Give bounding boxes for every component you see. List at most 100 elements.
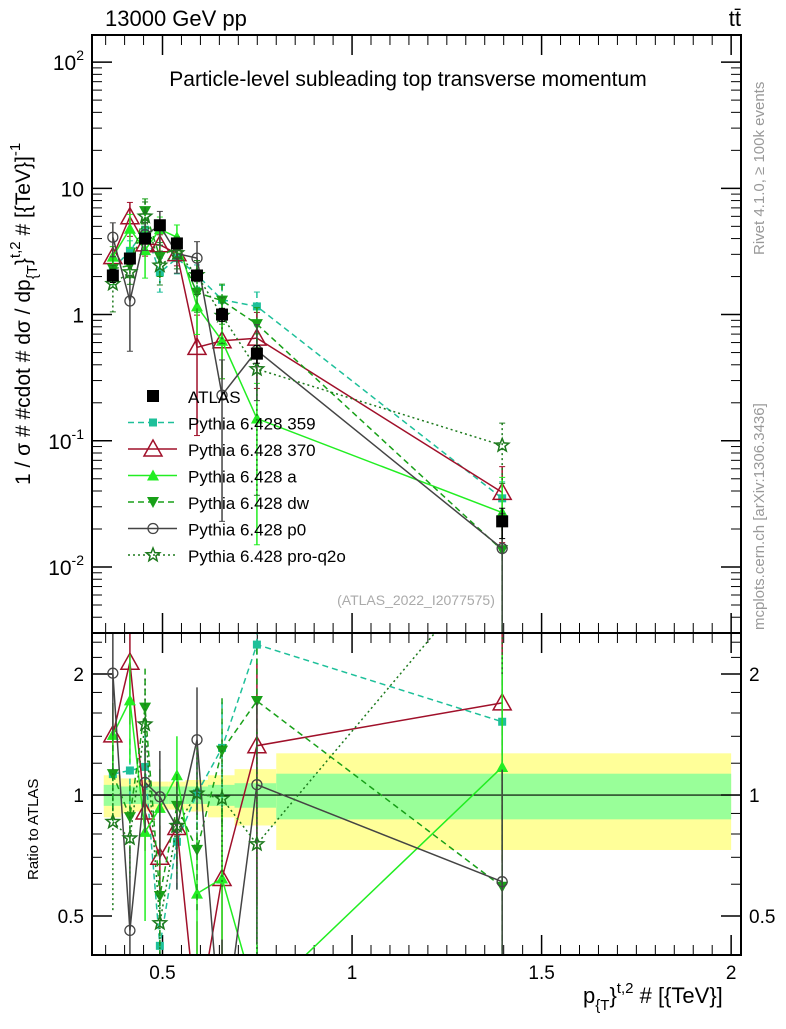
header-left: 13000 GeV pp [105, 6, 247, 31]
triangle-marker [251, 996, 263, 1007]
star-open-marker [168, 244, 186, 261]
ratio-y-tick-label: 1 [749, 786, 760, 807]
star-open-marker [151, 913, 169, 931]
y-tick-label: 1 [72, 305, 84, 328]
square-marker [216, 308, 229, 321]
circle-open-marker [191, 734, 203, 746]
circle-open-marker [251, 779, 263, 791]
y-tick-label: 10-2 [48, 552, 84, 580]
triangle-marker [147, 469, 159, 481]
triangle-down-marker [216, 295, 229, 307]
tick-base: 10 [48, 557, 71, 580]
label-subscript: {T [595, 997, 609, 1014]
star-open-marker [168, 816, 186, 834]
circle-open-marker [154, 791, 166, 803]
tick-base: 10 [61, 178, 84, 201]
triangle-marker [191, 887, 204, 899]
triangle-marker [216, 334, 229, 346]
circle-open-marker [147, 522, 159, 535]
triangle-down-marker [139, 206, 152, 218]
series-ratio-pythia-6.428-pro-q2o [104, 633, 503, 955]
star-open-marker [248, 835, 266, 852]
legend-label: Pythia 6.428 pro-q2o [188, 547, 346, 566]
square-marker [147, 390, 159, 402]
circle-open-marker [139, 776, 151, 789]
tick-exponent: -2 [72, 552, 85, 568]
triangle-down-marker [153, 891, 166, 903]
ratio-y-tick-label: 1 [73, 786, 84, 807]
triangle-open-marker [188, 1015, 206, 1024]
circle-open-marker [107, 231, 119, 243]
star-open-marker [493, 436, 511, 453]
triangle-down-marker [191, 844, 204, 856]
label-superscript: t,2 [617, 980, 634, 997]
y-tick-label: 10-1 [48, 426, 84, 454]
star-open-marker [188, 784, 206, 801]
x-tick-label: 1.5 [528, 963, 554, 984]
ratio-y-tick-label: 2 [749, 665, 760, 686]
triangle-open-marker [142, 438, 164, 457]
label-text: p [583, 983, 595, 1008]
square-marker [170, 237, 183, 250]
label-text: } [12, 258, 35, 265]
star-open-marker [104, 274, 122, 292]
triangle-down-marker [191, 287, 204, 299]
series-main-atlas [106, 219, 509, 540]
legend-label: ATLAS [188, 388, 241, 407]
triangle-marker [191, 300, 204, 312]
ratio-y-tick-label: 0.5 [58, 907, 84, 928]
ratio-y-tick-label: 2 [73, 665, 84, 686]
legend-label: Pythia 6.428 dw [188, 494, 310, 513]
square-marker [125, 246, 134, 255]
square-marker [139, 232, 152, 245]
mcplots-label: mcplots.cern.ch [arXiv:1306.3436] [751, 403, 768, 630]
legend-label: Pythia 6.428 370 [188, 441, 316, 460]
x-axis-label: p{T}t,2 # [{TeV}] [583, 980, 723, 1014]
ratio-line [112, 643, 503, 946]
main-y-label: 1 / σ # #cdot # dσ / dp{T}t,2 # [{TeV}]-… [7, 143, 41, 485]
label-superscript: t,2 [7, 241, 24, 258]
chart-title: Particle-level subleading top transverse… [169, 68, 646, 91]
square-marker [106, 269, 119, 282]
label-text: } [609, 983, 616, 1008]
ratio-panel-frame [91, 632, 742, 956]
circle-open-marker [191, 252, 203, 264]
ratio-line [112, 633, 436, 924]
circle-open-marker [496, 876, 508, 888]
header-right: tt̄ [729, 6, 741, 31]
stat-uncertainty-band [276, 773, 732, 820]
square-marker [149, 418, 157, 427]
label-text: # [{TeV}] [12, 156, 35, 241]
star-open-marker [136, 715, 154, 732]
uncertainty-bands [92, 753, 741, 850]
label-text: # [{TeV}] [633, 983, 722, 1008]
star-open-marker [248, 360, 266, 377]
triangle-marker [250, 412, 263, 424]
square-marker [191, 269, 204, 282]
ratio-line [112, 697, 503, 955]
square-marker [250, 347, 263, 360]
tick-exponent: 2 [76, 47, 84, 63]
star-open-marker [151, 256, 169, 273]
tick-base: 10 [53, 52, 76, 75]
ratio-y-label: Ratio to ATLAS [25, 779, 42, 880]
square-marker [496, 515, 509, 528]
star-open-marker [213, 789, 231, 806]
triangle-down-marker [139, 702, 152, 714]
tick-base: 1 [72, 305, 84, 328]
circle-open-marker [216, 389, 228, 401]
triangle-marker [123, 222, 136, 234]
label-text: 1 / σ # #cdot # dσ / dp [12, 279, 35, 485]
square-marker [252, 302, 261, 311]
circle-open-marker [124, 295, 136, 307]
square-marker [252, 640, 261, 649]
circle-open-marker [496, 542, 508, 555]
ratio-line [112, 699, 503, 897]
star-open-marker [121, 263, 139, 280]
star-open-marker [104, 812, 122, 830]
triangle-marker [496, 761, 509, 773]
series-line [112, 213, 503, 447]
tick-base: 10 [48, 431, 71, 454]
